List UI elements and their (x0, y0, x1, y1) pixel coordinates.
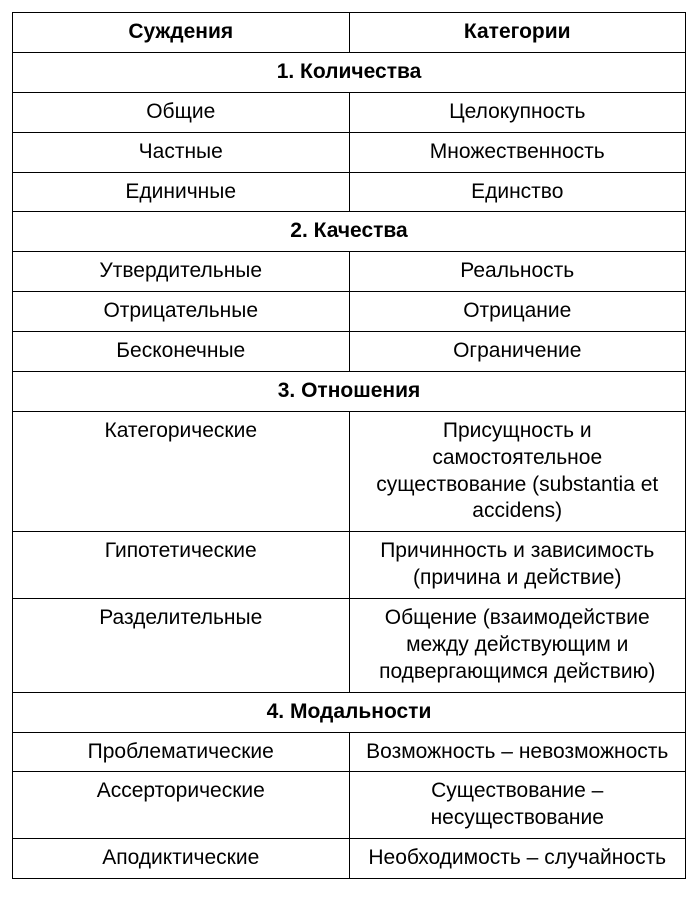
cell-category: Отрицание (349, 292, 686, 332)
table-row: Общие Целокупность (13, 92, 686, 132)
cell-category: Причинность и зависимость (причина и дей… (349, 532, 686, 599)
section-row: 3. Отношения (13, 371, 686, 411)
section-title-quantity: 1. Количества (13, 52, 686, 92)
table-row: Гипотетические Причинность и зависимость… (13, 532, 686, 599)
cell-judgment: Гипотетические (13, 532, 350, 599)
table-row: Единичные Единство (13, 172, 686, 212)
cell-judgment: Утвердительные (13, 252, 350, 292)
table-row: Ассерторические Существование – несущест… (13, 772, 686, 839)
cell-category: Необходимость – случайность (349, 839, 686, 879)
table-row: Отрицательные Отрицание (13, 292, 686, 332)
cell-category: Общение (взаимодействие между действующи… (349, 599, 686, 693)
section-title-quality: 2. Качества (13, 212, 686, 252)
cell-judgment: Общие (13, 92, 350, 132)
cell-judgment: Аподиктические (13, 839, 350, 879)
cell-judgment: Бесконечные (13, 332, 350, 372)
cell-judgment: Разделительные (13, 599, 350, 693)
header-judgments: Суждения (13, 13, 350, 53)
cell-judgment: Единичные (13, 172, 350, 212)
cell-category: Множественность (349, 132, 686, 172)
section-title-relation: 3. Отношения (13, 371, 686, 411)
section-title-modality: 4. Модальности (13, 692, 686, 732)
cell-category: Целокупность (349, 92, 686, 132)
cell-category: Присущность и самостоятельное существова… (349, 411, 686, 532)
table-container: Суждения Категории 1. Количества Общие Ц… (0, 0, 698, 891)
cell-judgment: Проблематические (13, 732, 350, 772)
table-row: Категорические Присущность и самостоятел… (13, 411, 686, 532)
categories-table: Суждения Категории 1. Количества Общие Ц… (12, 12, 686, 879)
table-row: Аподиктические Необходимость – случайнос… (13, 839, 686, 879)
cell-judgment: Ассерторические (13, 772, 350, 839)
header-categories: Категории (349, 13, 686, 53)
cell-judgment: Частные (13, 132, 350, 172)
table-row: Бесконечные Ограничение (13, 332, 686, 372)
table-row: Утвердительные Реальность (13, 252, 686, 292)
section-row: 4. Модальности (13, 692, 686, 732)
section-row: 1. Количества (13, 52, 686, 92)
table-row: Проблематические Возможность – невозможн… (13, 732, 686, 772)
table-row: Частные Множественность (13, 132, 686, 172)
table-header-row: Суждения Категории (13, 13, 686, 53)
cell-category: Возможность – невозможность (349, 732, 686, 772)
cell-judgment: Отрицательные (13, 292, 350, 332)
cell-judgment: Категорические (13, 411, 350, 532)
table-row: Разделительные Общение (взаимодействие м… (13, 599, 686, 693)
cell-category: Реальность (349, 252, 686, 292)
cell-category: Единство (349, 172, 686, 212)
cell-category: Ограничение (349, 332, 686, 372)
section-row: 2. Качества (13, 212, 686, 252)
cell-category: Существование – несуществование (349, 772, 686, 839)
